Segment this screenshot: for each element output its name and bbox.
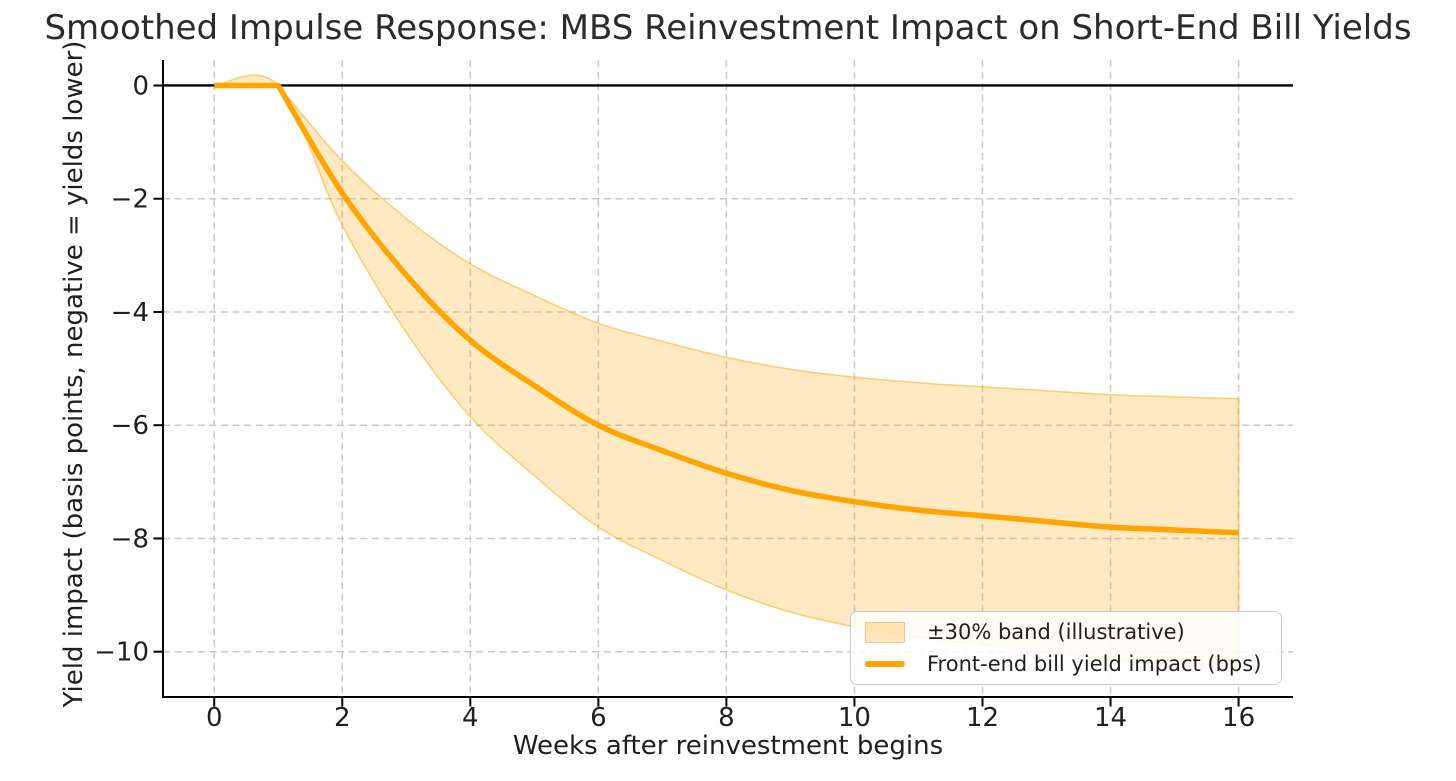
impulse-response-line (214, 82, 1239, 536)
y-axis-label: Yield impact (basis points, negative = y… (59, 40, 89, 708)
x-tick-label: 12 (966, 703, 999, 733)
x-tick-label: 2 (334, 703, 351, 733)
x-tick-label: 14 (1094, 703, 1127, 733)
axes-spines (162, 60, 1293, 698)
y-tick-label: −10 (94, 638, 149, 668)
x-tick-label: 6 (590, 703, 607, 733)
y-tick-label: −2 (111, 185, 149, 215)
x-tick-label: 0 (206, 703, 223, 733)
band-swatch-icon (865, 621, 905, 643)
x-tick-label: 4 (462, 703, 479, 733)
confidence-band-group (214, 74, 1240, 668)
x-tick-label: 10 (838, 703, 871, 733)
legend: ±30% band (illustrative) Front-end bill … (850, 611, 1282, 685)
y-tick-label: 0 (132, 71, 149, 101)
line-swatch-icon (865, 661, 905, 667)
y-tick-label: −4 (111, 298, 149, 328)
legend-band-label: ±30% band (illustrative) (927, 620, 1185, 644)
x-tick-label: 8 (718, 703, 735, 733)
legend-item-line: Front-end bill yield impact (bps) (865, 652, 1281, 676)
legend-line-label: Front-end bill yield impact (bps) (927, 652, 1262, 676)
y-tick-label: −8 (111, 524, 149, 554)
series-line-group (214, 82, 1239, 536)
tick-labels: 0 2 4 6 8 10 12 14 16 0 −2 −4 −6 −8 −10 (94, 71, 1255, 733)
tick-marks (153, 84, 1240, 707)
x-tick-label: 16 (1222, 703, 1255, 733)
chart-title: Smoothed Impulse Response: MBS Reinvestm… (44, 8, 1412, 48)
legend-item-band: ±30% band (illustrative) (865, 620, 1281, 644)
confidence-band (214, 74, 1240, 668)
y-tick-label: −6 (111, 411, 149, 441)
x-axis-label: Weeks after reinvestment begins (512, 731, 944, 761)
